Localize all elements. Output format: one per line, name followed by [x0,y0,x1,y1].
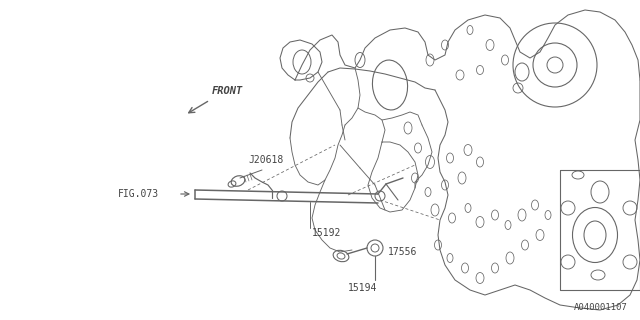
Text: 15194: 15194 [348,283,378,293]
Text: 17556: 17556 [388,247,417,257]
Text: A040001107: A040001107 [574,303,628,312]
Text: J20618: J20618 [248,155,284,165]
Text: FIG.073: FIG.073 [118,189,159,199]
Text: FRONT: FRONT [212,86,243,96]
Text: 15192: 15192 [312,228,341,238]
